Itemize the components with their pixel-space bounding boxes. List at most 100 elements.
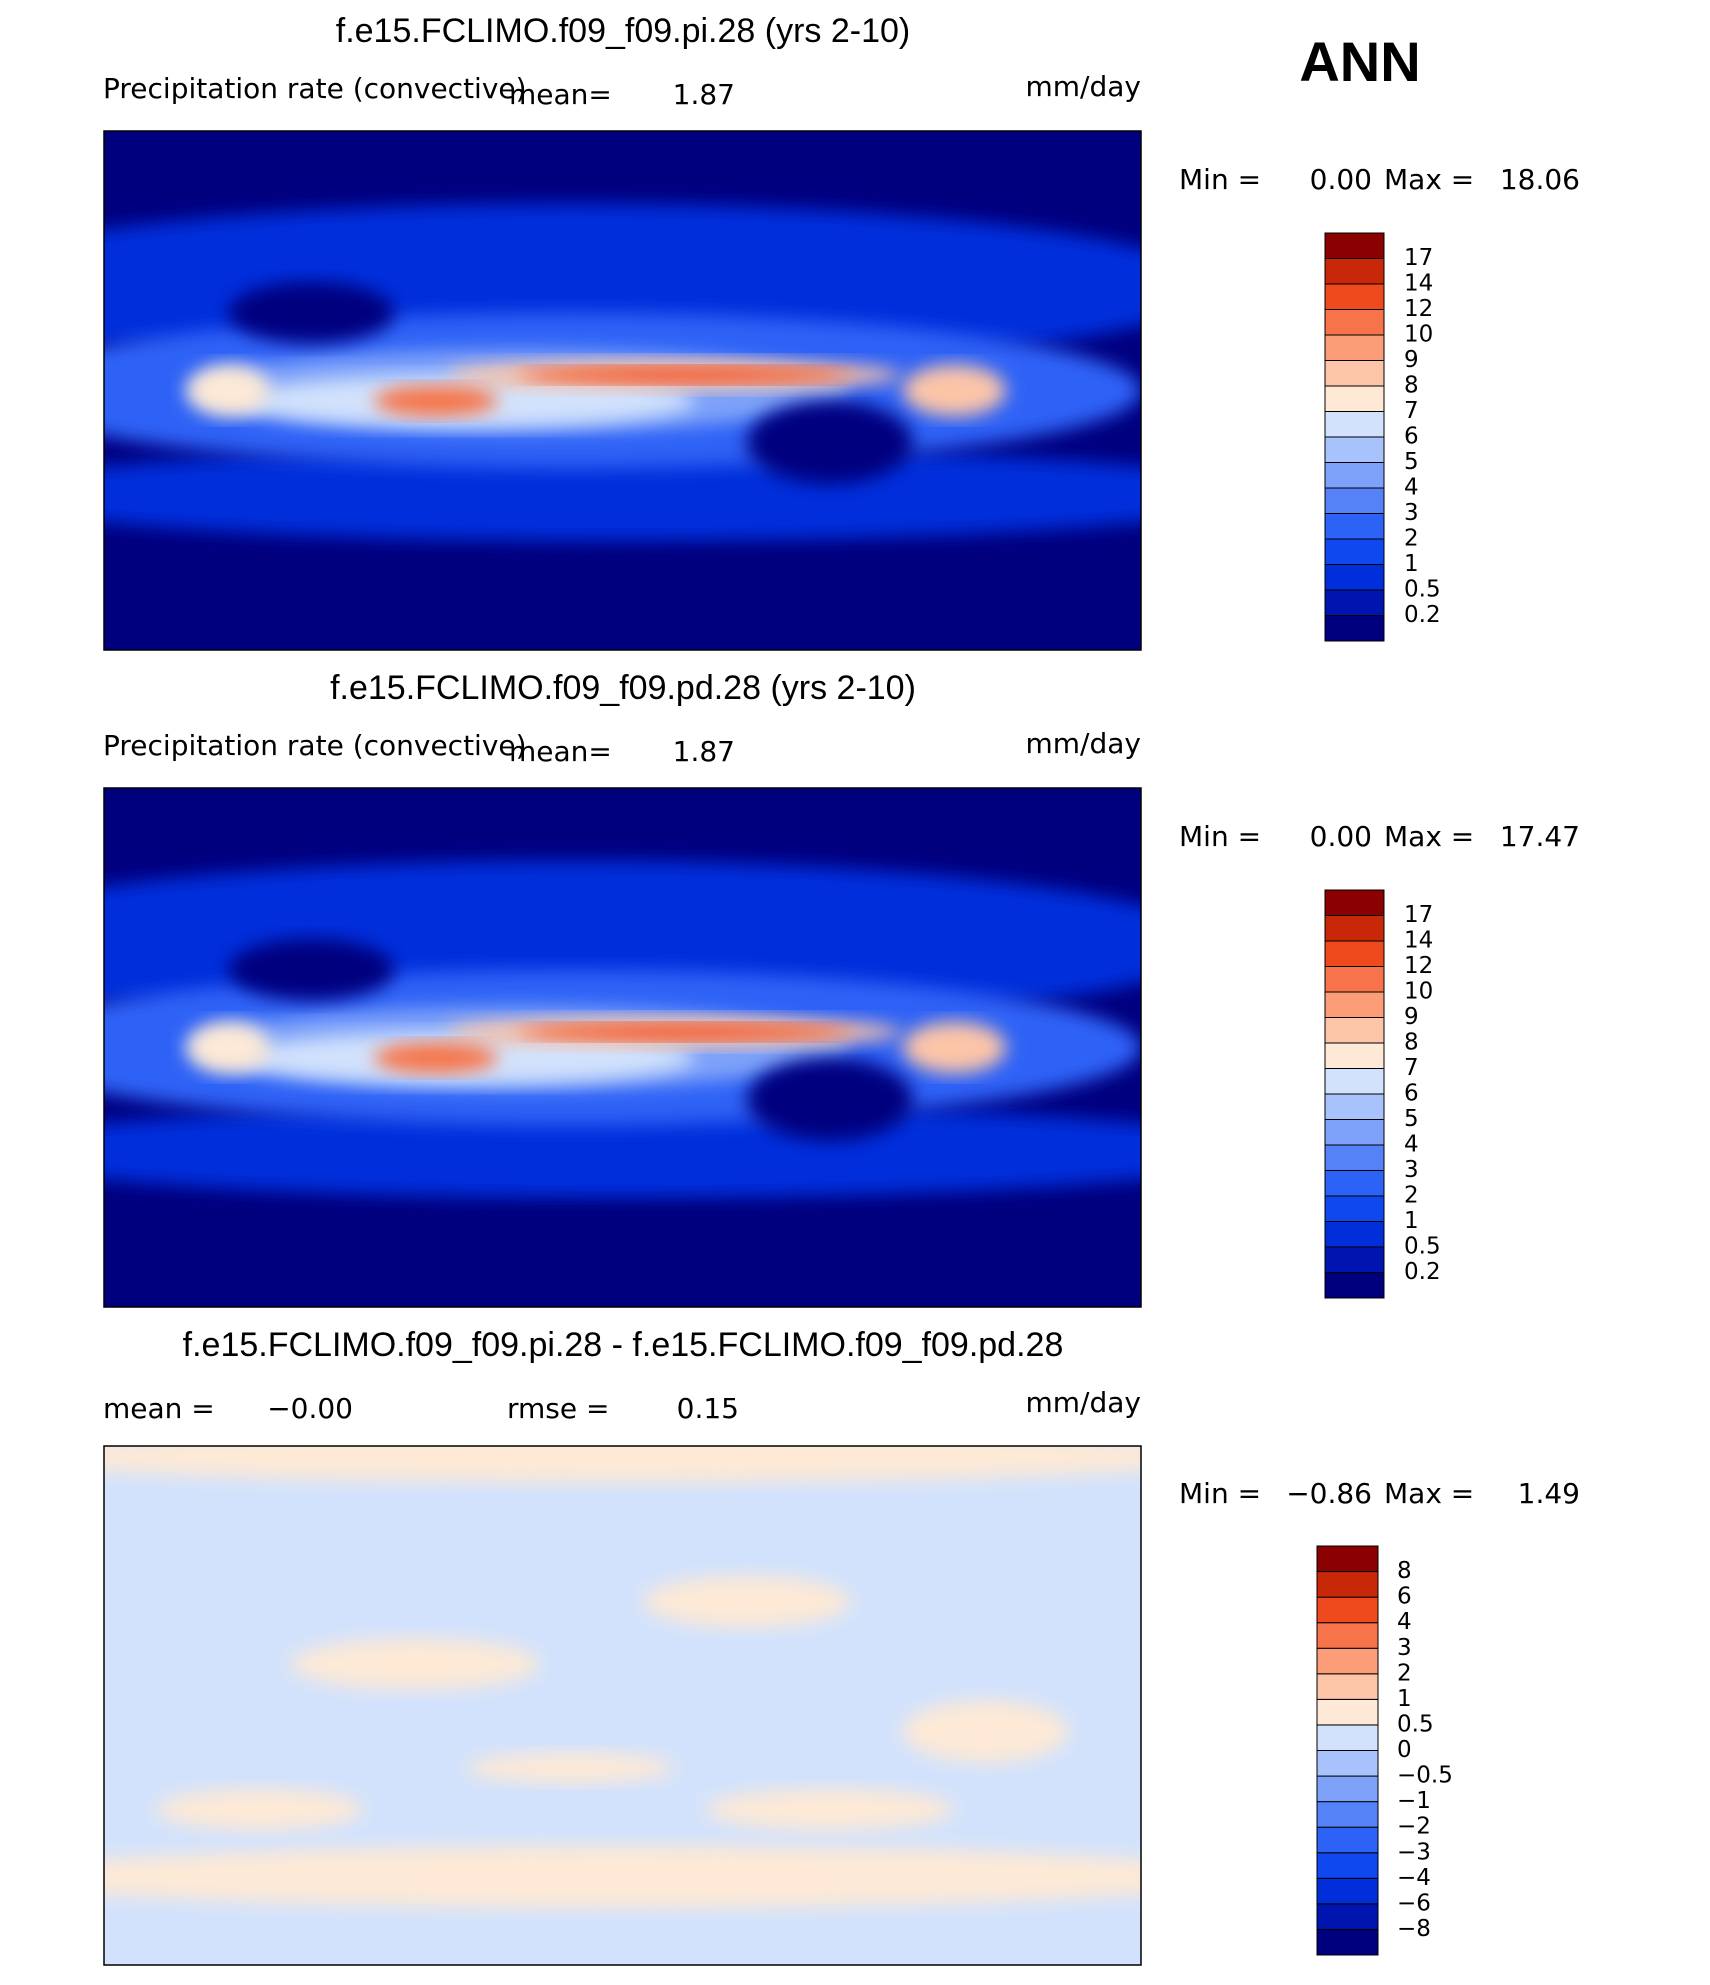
colorbar-label: −1 bbox=[1397, 1788, 1431, 1814]
max-value: 17.47 bbox=[1500, 820, 1580, 853]
colorbar-label: 0.5 bbox=[1404, 1234, 1441, 1260]
colorbar-label: 7 bbox=[1404, 1055, 1419, 1081]
map-region bbox=[746, 400, 913, 484]
colorbar-label: 1 bbox=[1397, 1686, 1412, 1712]
colorbar-box bbox=[1316, 1673, 1379, 1700]
colorbar-box bbox=[1324, 436, 1385, 463]
map-region bbox=[902, 364, 1007, 417]
map-region bbox=[290, 1638, 540, 1690]
colorbar-box bbox=[1316, 1571, 1379, 1598]
map-frame bbox=[103, 130, 1142, 651]
colorbar-box bbox=[1324, 966, 1385, 993]
colorbar-box bbox=[1316, 1647, 1379, 1675]
colorbar-box bbox=[1324, 940, 1385, 967]
colorbar-box bbox=[1316, 1724, 1379, 1751]
panel-title: f.e15.FCLIMO.f09_f09.pi.28 - f.e15.FCLIM… bbox=[183, 1326, 1064, 1364]
min-value: 0.00 bbox=[1310, 163, 1372, 196]
season-title: ANN bbox=[1299, 30, 1420, 93]
colorbar-label: 3 bbox=[1397, 1635, 1412, 1661]
colorbar-box bbox=[1324, 1093, 1385, 1120]
colorbar-label: 5 bbox=[1404, 1106, 1419, 1132]
colorbar-label: 0.2 bbox=[1404, 602, 1441, 628]
map-region bbox=[155, 1788, 364, 1831]
colorbar-box bbox=[1324, 462, 1385, 489]
map-region bbox=[228, 938, 395, 1001]
variable-label: Precipitation rate (convective) bbox=[103, 72, 527, 105]
colorbar-label: 3 bbox=[1404, 500, 1419, 526]
colorbar-label: 14 bbox=[1404, 928, 1433, 954]
colorbar-box bbox=[1324, 1144, 1385, 1171]
mean-label: mean= bbox=[509, 735, 612, 768]
units-label: mm/day bbox=[1026, 70, 1142, 103]
colorbar-label: −6 bbox=[1397, 1890, 1431, 1916]
colorbar-label: 12 bbox=[1404, 296, 1433, 322]
colorbar-label: 0.5 bbox=[1404, 577, 1441, 603]
colorbar-label: −0.5 bbox=[1397, 1763, 1453, 1789]
colorbar-label: 1 bbox=[1404, 1208, 1419, 1234]
colorbar-label: 6 bbox=[1404, 424, 1419, 450]
colorbar-label: 2 bbox=[1404, 526, 1419, 552]
colorbar-box bbox=[1324, 1272, 1385, 1299]
rmse-label: rmse = bbox=[507, 1392, 609, 1425]
colorbar-label: 17 bbox=[1404, 902, 1433, 928]
mean-value: 1.87 bbox=[673, 78, 735, 111]
rmse-value: 0.15 bbox=[677, 1392, 739, 1425]
colorbar-box bbox=[1324, 513, 1385, 540]
colorbar-box bbox=[1316, 1622, 1379, 1649]
colorbar-box bbox=[1324, 258, 1385, 285]
colorbar-box bbox=[1316, 1852, 1379, 1879]
colorbar-box bbox=[1316, 1928, 1379, 1956]
colorbar-label: 9 bbox=[1404, 347, 1419, 373]
colorbar-box bbox=[1324, 309, 1385, 336]
panel-title: f.e15.FCLIMO.f09_f09.pd.28 (yrs 2-10) bbox=[330, 669, 916, 707]
map-field bbox=[104, 1446, 1141, 1965]
colorbar-label: −2 bbox=[1397, 1814, 1431, 1840]
map-region bbox=[466, 1752, 675, 1784]
map-field bbox=[104, 131, 1141, 650]
colorbar-box bbox=[1316, 1545, 1379, 1573]
map-region bbox=[104, 1845, 1141, 1908]
mean-label: mean= bbox=[509, 78, 612, 111]
map-frame bbox=[103, 787, 1142, 1308]
colorbar-box bbox=[1324, 360, 1385, 387]
colorbar-box bbox=[1316, 1698, 1379, 1726]
min-label: Min = bbox=[1179, 1477, 1261, 1510]
colorbar-box bbox=[1324, 991, 1385, 1018]
units-label: mm/day bbox=[1026, 1386, 1142, 1419]
colorbar-label: 0 bbox=[1397, 1737, 1412, 1763]
colorbar-box bbox=[1324, 232, 1385, 259]
colorbar-label: 14 bbox=[1404, 271, 1433, 297]
colorbar-box bbox=[1324, 589, 1385, 616]
colorbar-label: 5 bbox=[1404, 449, 1419, 475]
colorbar-box bbox=[1324, 1068, 1385, 1095]
min-value: 0.00 bbox=[1310, 820, 1372, 853]
colorbar-label: 9 bbox=[1404, 1004, 1419, 1030]
mean-label: mean = bbox=[103, 1392, 215, 1425]
colorbar-label: 6 bbox=[1404, 1081, 1419, 1107]
colorbar-box bbox=[1324, 1170, 1385, 1197]
map-frame bbox=[103, 1445, 1142, 1966]
map-region bbox=[104, 1213, 1141, 1297]
colorbar-box bbox=[1324, 283, 1385, 310]
colorbar-box bbox=[1324, 334, 1385, 361]
colorbar-label: 8 bbox=[1404, 373, 1419, 399]
map-region bbox=[104, 556, 1141, 640]
colorbar-box bbox=[1316, 1596, 1379, 1624]
map-region bbox=[746, 1057, 913, 1141]
colorbar-label: 2 bbox=[1404, 1183, 1419, 1209]
map-region bbox=[902, 1021, 1007, 1074]
max-label: Max = bbox=[1384, 820, 1474, 853]
colorbar-label: 10 bbox=[1404, 322, 1433, 348]
min-label: Min = bbox=[1179, 820, 1261, 853]
min-value: −0.86 bbox=[1286, 1477, 1372, 1510]
map-region bbox=[518, 367, 851, 383]
colorbar-box bbox=[1324, 1195, 1385, 1222]
max-label: Max = bbox=[1384, 163, 1474, 196]
colorbar-box bbox=[1324, 538, 1385, 565]
map-region bbox=[643, 1575, 851, 1628]
colorbar-label: 12 bbox=[1404, 953, 1433, 979]
colorbar-label: −3 bbox=[1397, 1839, 1431, 1865]
colorbar-label: 1 bbox=[1404, 551, 1419, 577]
colorbar-label: 10 bbox=[1404, 979, 1433, 1005]
